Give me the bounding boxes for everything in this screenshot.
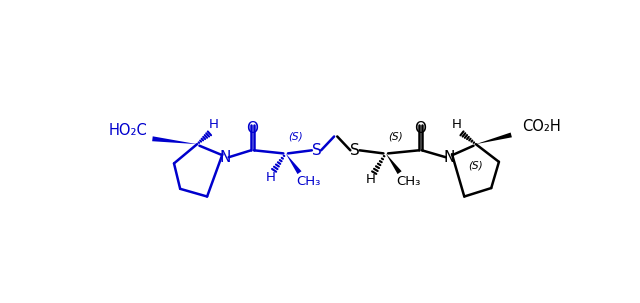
Text: (S): (S) bbox=[289, 132, 303, 142]
Text: H: H bbox=[209, 118, 219, 132]
Text: N: N bbox=[219, 150, 230, 165]
Text: HO₂C: HO₂C bbox=[108, 123, 147, 138]
Text: O: O bbox=[415, 121, 426, 136]
Text: N: N bbox=[444, 150, 455, 165]
Text: O: O bbox=[246, 121, 259, 136]
Text: CH₃: CH₃ bbox=[296, 175, 321, 188]
Text: (S): (S) bbox=[388, 132, 403, 142]
Text: H: H bbox=[452, 118, 461, 132]
Text: H: H bbox=[266, 171, 275, 184]
Text: S: S bbox=[312, 143, 321, 158]
Text: CH₃: CH₃ bbox=[397, 175, 421, 188]
Text: (S): (S) bbox=[468, 161, 483, 171]
Polygon shape bbox=[152, 136, 197, 144]
Polygon shape bbox=[285, 153, 301, 174]
Polygon shape bbox=[386, 153, 402, 174]
Text: S: S bbox=[350, 143, 360, 158]
Text: CO₂H: CO₂H bbox=[522, 119, 561, 134]
Text: H: H bbox=[365, 173, 375, 186]
Polygon shape bbox=[476, 132, 512, 144]
